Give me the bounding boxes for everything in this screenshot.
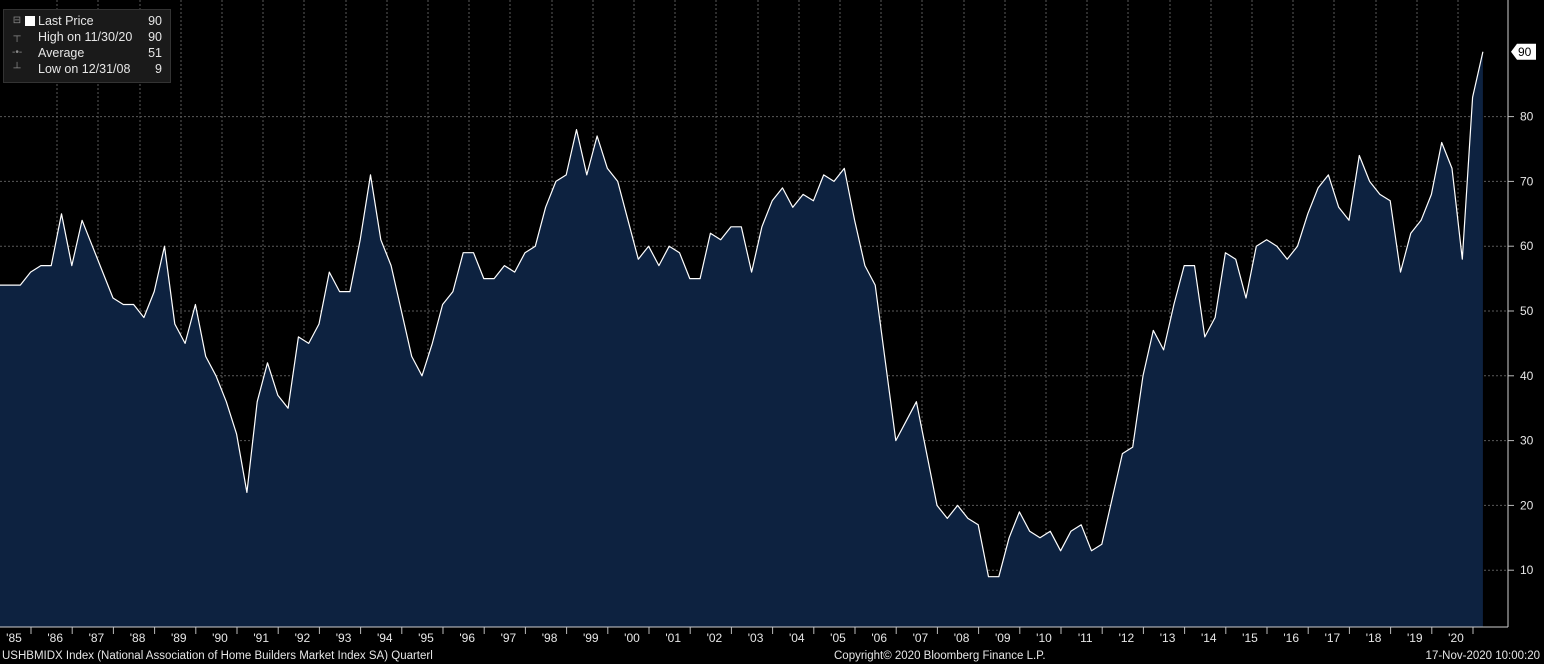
x-tick-label: '07 bbox=[913, 631, 929, 645]
x-tick-label: '17 bbox=[1325, 631, 1341, 645]
x-tick-label: '99 bbox=[583, 631, 599, 645]
average-marker-icon: -•- bbox=[12, 47, 23, 58]
x-tick-label: '91 bbox=[253, 631, 269, 645]
y-tick-label: 40 bbox=[1520, 369, 1534, 383]
x-tick-label: '92 bbox=[295, 631, 311, 645]
x-tick-label: '97 bbox=[501, 631, 517, 645]
x-tick-label: '11 bbox=[1078, 631, 1093, 645]
x-tick-label: '87 bbox=[89, 631, 105, 645]
y-tick-label: 60 bbox=[1520, 239, 1534, 253]
x-tick-label: '86 bbox=[47, 631, 63, 645]
legend-low-label: Low on 12/31/08 bbox=[38, 62, 131, 76]
x-tick-label: '85 bbox=[6, 631, 22, 645]
x-tick-label: '10 bbox=[1036, 631, 1052, 645]
y-tick-label: 50 bbox=[1520, 304, 1534, 318]
y-tick-label: 30 bbox=[1520, 434, 1534, 448]
x-tick-label: '02 bbox=[707, 631, 723, 645]
x-tick-label: '08 bbox=[954, 631, 970, 645]
x-tick-label: '01 bbox=[665, 631, 681, 645]
series-group bbox=[0, 51, 1484, 628]
y-tick-label: 80 bbox=[1520, 110, 1534, 124]
copyright-text: Copyright© 2020 Bloomberg Finance L.P. bbox=[834, 650, 1046, 662]
legend-last-price-label: Last Price bbox=[38, 14, 94, 28]
x-tick-label: '00 bbox=[624, 631, 640, 645]
timestamp: 17-Nov-2020 10:00:20 bbox=[1425, 650, 1540, 662]
axes-group bbox=[0, 0, 1514, 634]
y-tick-label: 10 bbox=[1520, 563, 1534, 577]
footer-bar: USHBMIDX Index (National Association of … bbox=[0, 648, 1544, 664]
last-value-label: 90 bbox=[1518, 45, 1532, 59]
x-axis-labels: '85 '86 '87 '88 '89 '90 '91 '92 '93 '94 '95 '96 '97 '… bbox=[6, 631, 1464, 645]
legend-high: ┬ High on 11/30/20 90 bbox=[12, 29, 166, 45]
x-tick-label: '96 bbox=[459, 631, 475, 645]
legend-last-price-value: 90 bbox=[148, 14, 162, 28]
legend-average-label: Average bbox=[38, 46, 85, 60]
y-axis-labels: 10 20 30 40 50 60 70 80 bbox=[1520, 110, 1534, 578]
legend-last-price: ⊟ Last Price 90 bbox=[12, 13, 166, 29]
x-tick-label: '18 bbox=[1366, 631, 1382, 645]
collapse-icon[interactable]: ⊟ bbox=[12, 15, 22, 26]
x-tick-label: '06 bbox=[871, 631, 887, 645]
x-tick-label: '88 bbox=[130, 631, 146, 645]
x-tick-label: '04 bbox=[789, 631, 805, 645]
x-tick-label: '94 bbox=[377, 631, 393, 645]
y-tick-label: 20 bbox=[1520, 498, 1534, 512]
last-value-marker: 90 bbox=[1511, 43, 1536, 60]
x-tick-label: '16 bbox=[1283, 631, 1299, 645]
x-tick-label: '14 bbox=[1201, 631, 1217, 645]
x-tick-label: '89 bbox=[171, 631, 187, 645]
x-tick-label: '15 bbox=[1242, 631, 1258, 645]
legend-high-value: 90 bbox=[148, 30, 162, 44]
x-tick-label: '03 bbox=[748, 631, 764, 645]
legend-average: -•- Average 51 bbox=[12, 45, 166, 61]
legend-low-value: 9 bbox=[155, 62, 162, 76]
x-tick-label: '93 bbox=[336, 631, 352, 645]
legend-box: ⊟ Last Price 90 ┬ High on 11/30/20 90 -•… bbox=[3, 9, 171, 83]
legend-average-value: 51 bbox=[148, 46, 162, 60]
legend-high-label: High on 11/30/20 bbox=[38, 30, 133, 44]
low-marker-icon: ┴ bbox=[13, 63, 21, 74]
x-tick-label: '90 bbox=[212, 631, 228, 645]
x-tick-label: '12 bbox=[1119, 631, 1135, 645]
x-tick-label: '05 bbox=[830, 631, 846, 645]
x-tick-label: '98 bbox=[542, 631, 558, 645]
legend-low: ┴ Low on 12/31/08 9 bbox=[12, 61, 166, 77]
high-marker-icon: ┬ bbox=[13, 31, 21, 42]
series-line bbox=[0, 51, 1484, 578]
x-tick-label: '13 bbox=[1160, 631, 1176, 645]
x-tick-label: '19 bbox=[1407, 631, 1423, 645]
x-tick-label: '95 bbox=[418, 631, 434, 645]
series-description: USHBMIDX Index (National Association of … bbox=[2, 650, 433, 662]
x-tick-label: '09 bbox=[995, 631, 1011, 645]
last-value-tag bbox=[1511, 43, 1536, 60]
last-price-swatch bbox=[25, 16, 35, 26]
x-tick-label: '20 bbox=[1448, 631, 1464, 645]
y-tick-label: 70 bbox=[1520, 174, 1534, 188]
series-area bbox=[0, 51, 1483, 628]
